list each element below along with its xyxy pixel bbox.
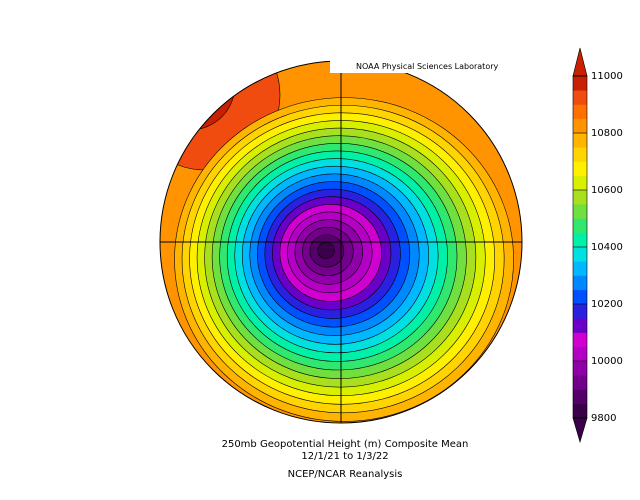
colorbar-segment	[573, 275, 587, 291]
colorbar-segment	[573, 161, 587, 177]
map	[160, 61, 522, 423]
colorbar-segment	[573, 118, 587, 134]
colorbar-segment	[573, 175, 587, 191]
colorbar-segment	[573, 247, 587, 262]
colorbar-segment	[573, 232, 587, 248]
caption-title: 250mb Geopotential Height (m) Composite …	[222, 439, 469, 450]
credit-box	[330, 59, 526, 73]
colorbar-segment	[573, 361, 587, 376]
colorbar-end	[572, 417, 588, 444]
colorbar-segment	[573, 332, 587, 348]
colorbar-segment	[573, 90, 587, 105]
credit: NOAA Physical Sciences Laboratory	[356, 62, 499, 71]
colorbar-end	[572, 47, 588, 77]
colorbar-label: 10800	[591, 128, 623, 139]
colorbar-segment	[573, 76, 587, 91]
band	[160, 61, 236, 131]
colorbar-segment	[573, 190, 587, 205]
colorbar-segment	[573, 375, 587, 390]
caption-dates: 12/1/21 to 1/3/22	[301, 451, 388, 462]
colorbar-segment	[573, 147, 587, 162]
colorbar-segment	[573, 104, 587, 120]
colorbar-segment	[573, 133, 587, 148]
caption-source: NCEP/NCAR Reanalysis	[288, 469, 403, 480]
colorbar-segment	[573, 346, 587, 362]
colorbar-label: 9800	[591, 413, 616, 424]
colorbar-segment	[573, 304, 587, 319]
colorbar-label: 10000	[591, 356, 623, 367]
colorbar-segment	[573, 318, 587, 333]
colorbar-segment	[573, 261, 587, 276]
colorbar: 9800 10000 10200 10400 10600 10800 11000	[572, 47, 623, 444]
colorbar-segment	[573, 218, 587, 234]
colorbar-segment	[573, 289, 587, 305]
colorbar-segment	[573, 204, 587, 219]
colorbar-label: 10200	[591, 299, 623, 310]
colorbar-label: 11000	[591, 71, 623, 82]
colorbar-label: 10400	[591, 242, 623, 253]
band	[317, 242, 335, 259]
colorbar-segment	[573, 403, 587, 419]
colorbar-label: 10600	[591, 185, 623, 196]
colorbar-segment	[573, 389, 587, 405]
overlay: NOAA Physical Sciences Laboratory	[159, 59, 526, 424]
